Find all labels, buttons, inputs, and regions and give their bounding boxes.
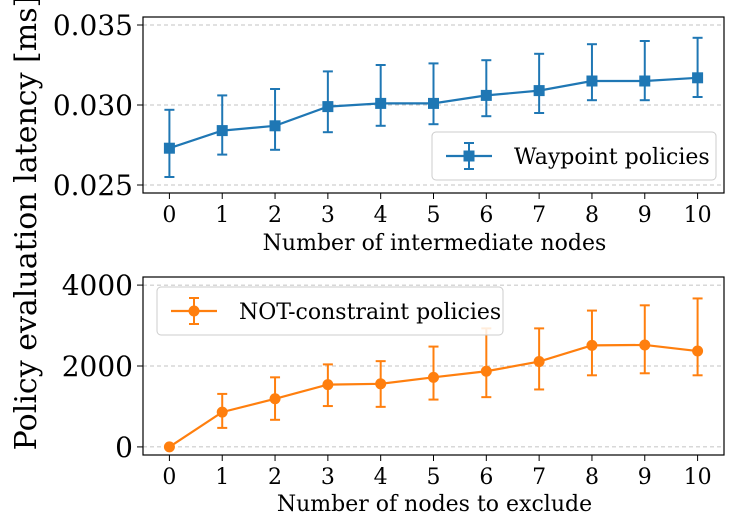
data-point-5 <box>428 97 439 109</box>
x-tick-label-5: 5 <box>427 203 441 228</box>
x-tick-label-3: 3 <box>321 465 335 490</box>
data-point-10 <box>692 345 704 357</box>
x-tick-label-1: 1 <box>215 203 229 228</box>
x-axis-label: Number of nodes to exclude <box>277 492 592 517</box>
data-point-7 <box>533 85 545 97</box>
data-point-3 <box>322 101 334 113</box>
legend-marker <box>188 305 200 317</box>
y-tick-label-0: 0.025 <box>53 169 133 202</box>
data-point-6 <box>480 89 492 101</box>
x-tick-label-10: 10 <box>684 203 712 228</box>
x-tick-label-7: 7 <box>532 203 546 228</box>
data-point-8 <box>586 339 598 351</box>
data-point-4 <box>375 97 387 109</box>
x-tick-label-0: 0 <box>162 203 176 228</box>
x-tick-label-6: 6 <box>479 465 493 490</box>
x-tick-label-5: 5 <box>427 465 441 490</box>
data-point-1 <box>216 125 228 137</box>
data-point-1 <box>216 406 228 418</box>
data-point-2 <box>269 393 281 405</box>
x-tick-label-10: 10 <box>684 465 712 490</box>
x-tick-label-7: 7 <box>532 465 546 490</box>
x-axis-label: Number of intermediate nodes <box>263 231 607 256</box>
x-tick-label-8: 8 <box>585 203 599 228</box>
x-tick-label-8: 8 <box>585 465 599 490</box>
x-tick-label-6: 6 <box>479 203 493 228</box>
x-tick-label-1: 1 <box>215 465 229 490</box>
data-point-4 <box>375 378 387 390</box>
data-point-10 <box>692 72 704 84</box>
legend-box <box>156 286 504 336</box>
data-point-8 <box>586 75 598 87</box>
y-tick-label-2: 0.035 <box>53 9 133 42</box>
x-tick-label-3: 3 <box>321 203 335 228</box>
x-tick-label-9: 9 <box>638 203 652 228</box>
data-point-9 <box>639 339 651 351</box>
data-point-5 <box>428 371 439 383</box>
data-point-7 <box>533 356 545 368</box>
data-point-6 <box>480 365 492 377</box>
x-tick-label-4: 4 <box>374 465 388 490</box>
y-tick-label-0: 0 <box>115 431 133 464</box>
legend-label: Waypoint policies <box>514 145 710 170</box>
y-tick-label-1: 2000 <box>62 350 133 383</box>
bottom-panel-not-constraint: 0 2000 4000 0 1 2 3 4 5 6 7 8 9 10 Number of nodes to … <box>62 269 725 517</box>
y-tick-label-1: 0.030 <box>53 89 133 122</box>
top-panel-waypoint: 0.025 0.030 0.035 0 1 2 3 4 5 6 7 8 9 10 Number of int… <box>53 9 725 256</box>
legend-label: NOT-constraint policies <box>239 300 501 325</box>
legend-box <box>431 131 717 181</box>
data-point-9 <box>639 75 651 87</box>
x-tick-label-2: 2 <box>268 465 282 490</box>
data-point-0 <box>163 441 175 453</box>
shared-y-axis-label: Policy evaluation latency [ms] <box>9 0 44 450</box>
x-tick-label-0: 0 <box>162 465 176 490</box>
x-tick-label-2: 2 <box>268 203 282 228</box>
legend-marker <box>463 150 475 162</box>
data-point-2 <box>269 120 281 132</box>
x-tick-label-9: 9 <box>638 465 652 490</box>
x-tick-label-4: 4 <box>374 203 388 228</box>
y-tick-label-2: 4000 <box>62 269 133 302</box>
data-point-0 <box>163 142 175 154</box>
data-point-3 <box>322 379 334 391</box>
